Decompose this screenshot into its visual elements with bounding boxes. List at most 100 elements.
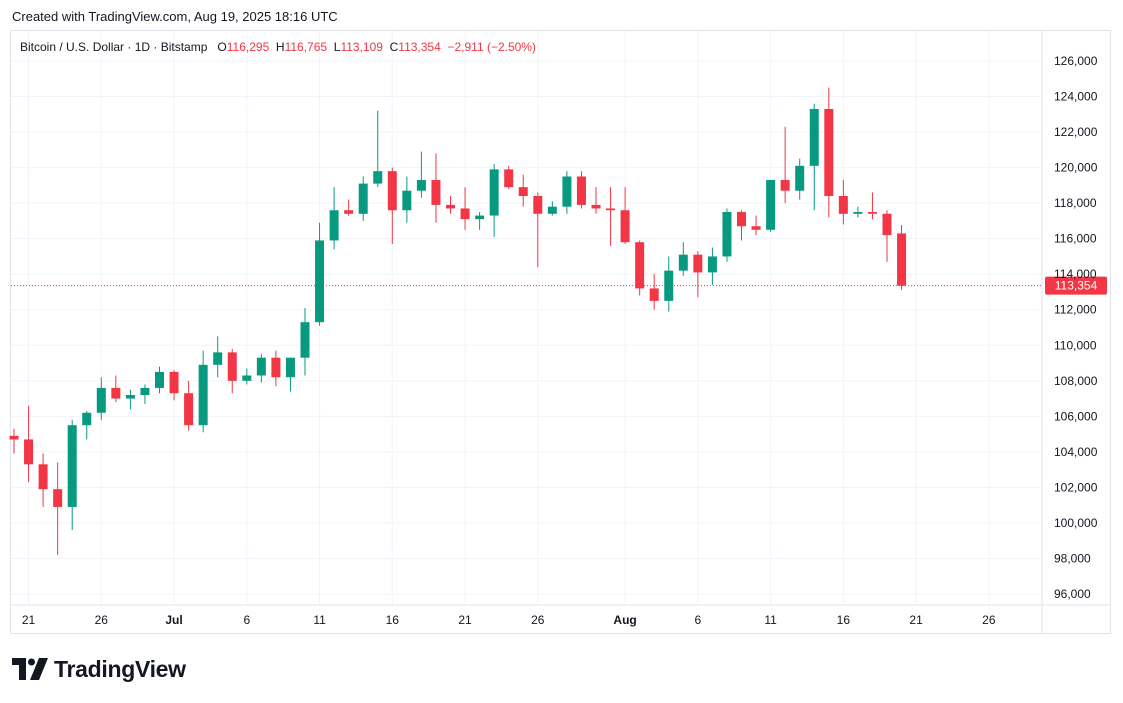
candle-body [533, 196, 543, 214]
candle [649, 274, 659, 310]
y-tick-label: 114,000 [1054, 267, 1097, 281]
candle [533, 192, 543, 268]
grid-lines [11, 31, 1042, 605]
candle [38, 453, 48, 507]
ohlc-legend: Bitcoin / U.S. Dollar · 1D · Bitstamp O1… [20, 40, 536, 54]
candle-body [285, 357, 295, 378]
candle-body [125, 395, 135, 399]
candle-body [155, 371, 164, 388]
close-label: C [389, 40, 399, 54]
candle-body [591, 204, 601, 209]
candle [125, 389, 135, 410]
candle-body [867, 212, 877, 214]
candle [344, 199, 354, 216]
candle-body [780, 180, 790, 191]
candle [446, 196, 455, 214]
low-value: 113,109 [340, 40, 383, 54]
y-tick-label: 106,000 [1054, 409, 1098, 423]
candle [882, 210, 892, 262]
candle-body [315, 240, 325, 323]
x-tick-label: Aug [613, 613, 636, 627]
candle [460, 187, 470, 230]
candle [722, 208, 732, 262]
x-axis: 21 26 Jul 6 11 16 21 26 Aug 6 11 16 21 26 [11, 604, 1110, 627]
candle-body [227, 352, 237, 381]
x-tick-label: 26 [531, 613, 545, 627]
candle [300, 307, 310, 376]
candle-body [344, 210, 354, 214]
candle-body [897, 233, 907, 286]
candle [358, 176, 368, 221]
symbol-title: Bitcoin / U.S. Dollar · 1D · Bitstamp [20, 40, 208, 54]
candle [373, 110, 383, 188]
tradingview-logo[interactable]: TradingView [12, 655, 186, 683]
candle [315, 222, 325, 326]
candle [387, 167, 397, 244]
candle [227, 348, 237, 394]
candle-body [809, 108, 819, 166]
candle-body [387, 171, 397, 211]
candle [329, 187, 339, 250]
candle-body [198, 364, 208, 426]
candle-body [475, 215, 485, 220]
candle-body [24, 439, 34, 465]
candle-body [271, 357, 281, 378]
candle [271, 350, 281, 387]
open-label: O [217, 40, 227, 54]
high-value: 116,765 [284, 40, 328, 54]
open-value: 116,295 [226, 40, 270, 54]
candle [591, 187, 601, 214]
high-label: H [275, 40, 285, 54]
candle-body [300, 322, 310, 358]
candle [576, 171, 586, 209]
y-tick-label: 116,000 [1054, 232, 1097, 246]
candle-body [707, 256, 717, 273]
candle [489, 164, 499, 237]
candle [751, 215, 761, 236]
candle-body [9, 435, 19, 440]
candle [184, 380, 194, 431]
candle-body [766, 180, 776, 230]
last-price-badge [1045, 276, 1107, 295]
candle-body [562, 176, 572, 207]
candle-body [358, 183, 368, 214]
candle-body [96, 387, 106, 413]
candle-body [460, 208, 470, 220]
candle-body [635, 242, 645, 289]
candle-body [693, 254, 703, 273]
x-tick-label: 11 [313, 613, 326, 627]
candle [766, 180, 776, 232]
candle-body [518, 187, 528, 197]
candle-body [329, 210, 339, 241]
candle [606, 187, 616, 246]
y-tick-label: 98,000 [1054, 551, 1091, 565]
candle [562, 171, 572, 214]
candle-body [67, 425, 77, 507]
candle [678, 242, 688, 276]
candle [838, 180, 848, 225]
candle-body [853, 212, 863, 214]
x-tick-label: 26 [982, 613, 996, 627]
candle [547, 201, 557, 216]
candle-body [402, 190, 412, 211]
y-tick-label: 104,000 [1054, 445, 1098, 459]
candle-body [882, 213, 892, 236]
candles [9, 87, 907, 555]
candlestick-chart[interactable]: 113,354 96,000 98,000 100,000 102,000 104,00… [0, 0, 1123, 640]
y-tick-label: 126,000 [1054, 54, 1098, 68]
y-axis: 96,000 98,000 100,000 102,000 104,000 106,000… [1041, 31, 1098, 633]
candle [53, 462, 63, 555]
y-tick-label: 110,000 [1054, 338, 1097, 352]
candle [824, 87, 834, 218]
candle [664, 256, 674, 312]
candle [96, 377, 106, 420]
candle-body [431, 180, 441, 205]
candle [111, 375, 121, 403]
candle-body [38, 464, 48, 490]
x-tick-label: 26 [95, 613, 109, 627]
y-tick-label: 124,000 [1054, 90, 1098, 104]
candle-body [489, 169, 499, 216]
candle [635, 240, 645, 296]
candle [155, 366, 164, 394]
y-tick-label: 102,000 [1054, 480, 1098, 494]
